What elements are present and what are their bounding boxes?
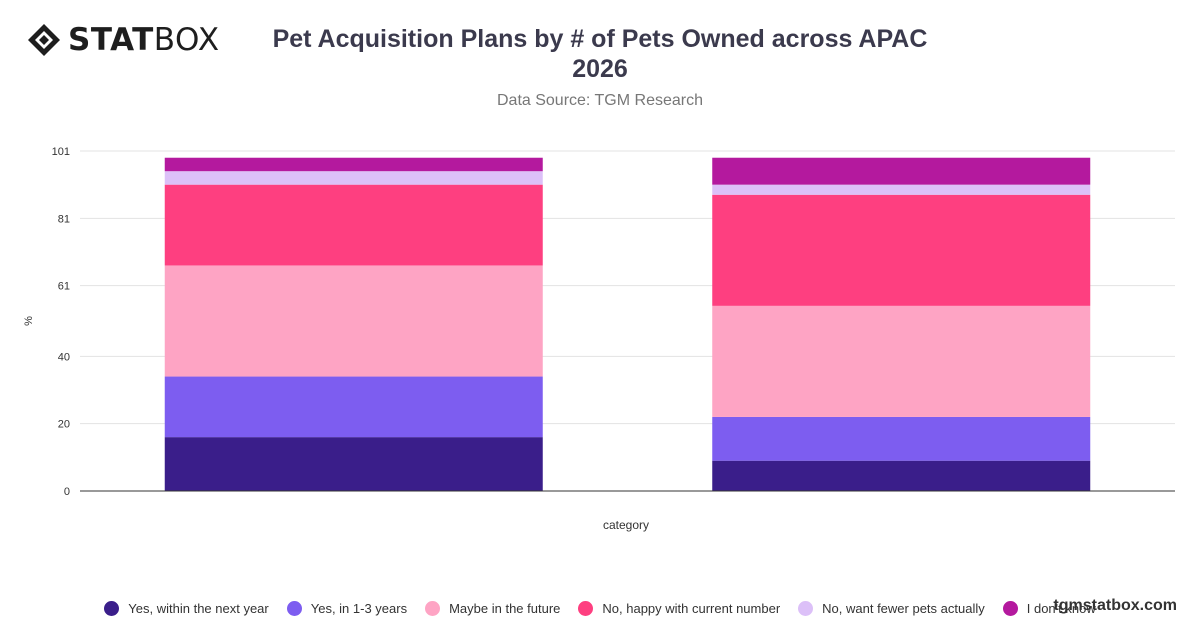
chart-title-line1: Pet Acquisition Plans by # of Pets Owned… xyxy=(272,25,928,53)
logo-text: STATBOX xyxy=(68,22,220,58)
bar-segment xyxy=(164,265,543,377)
chart-title-line2: 2026 xyxy=(572,55,628,83)
legend-label: No, want fewer pets actually xyxy=(822,601,985,616)
chart-subtitle: Data Source: TGM Research xyxy=(496,92,703,109)
legend-label: No, happy with current number xyxy=(602,601,781,616)
y-tick-label: 0 xyxy=(64,486,70,498)
legend-item[interactable]: I don't know xyxy=(1002,601,1096,616)
legend-label: I don't know xyxy=(1026,601,1096,616)
bar-segment xyxy=(712,416,1091,461)
bar-segment xyxy=(164,171,543,185)
legend-item[interactable]: Maybe in the future xyxy=(425,601,560,616)
statbox-logo: STATBOX xyxy=(26,22,220,58)
legend-swatch xyxy=(578,601,594,616)
legend-label: Yes, within the next year xyxy=(128,601,269,616)
bar-segment xyxy=(712,194,1091,306)
bar-segment xyxy=(164,376,543,438)
y-tick-label: 61 xyxy=(58,281,70,293)
logo-text-light: BOX xyxy=(153,22,220,58)
legend-swatch xyxy=(798,601,814,616)
bar-segment xyxy=(712,460,1091,491)
diamond-logo-icon xyxy=(28,24,60,56)
legend-swatch xyxy=(286,601,302,616)
legend-swatch xyxy=(425,601,441,616)
y-tick-label: 20 xyxy=(58,419,70,431)
legend-swatch xyxy=(104,601,120,616)
legend-label: Maybe in the future xyxy=(449,601,561,616)
x-axis-label: category xyxy=(603,518,649,532)
logo-text-bold: STAT xyxy=(68,22,154,58)
y-tick-label: 40 xyxy=(58,351,70,363)
bar-segment xyxy=(712,157,1091,185)
y-tick-label: 81 xyxy=(58,213,70,225)
bar-segment xyxy=(164,184,543,266)
legend-item[interactable]: Yes, within the next year xyxy=(104,601,269,616)
legend-label: Yes, in 1-3 years xyxy=(310,601,408,616)
watermark: tgmstatbox.com xyxy=(1053,597,1177,614)
chart-title: Pet Acquisition Plans by # of Pets Owned… xyxy=(250,24,950,84)
bar-segment xyxy=(164,437,543,491)
legend-item[interactable]: No, happy with current number xyxy=(578,601,780,616)
y-tick-label: 101 xyxy=(52,146,70,158)
chart-legend: Yes, within the next year Yes, in 1-3 yea… xyxy=(0,601,1200,616)
legend-swatch xyxy=(1002,601,1018,616)
bar-segment xyxy=(712,305,1091,417)
legend-item[interactable]: No, want fewer pets actually xyxy=(798,601,985,616)
bar-segment xyxy=(712,184,1091,195)
legend-item[interactable]: Yes, in 1-3 years xyxy=(286,601,408,616)
bar-segment xyxy=(164,157,543,172)
y-axis-label: % xyxy=(23,316,35,326)
